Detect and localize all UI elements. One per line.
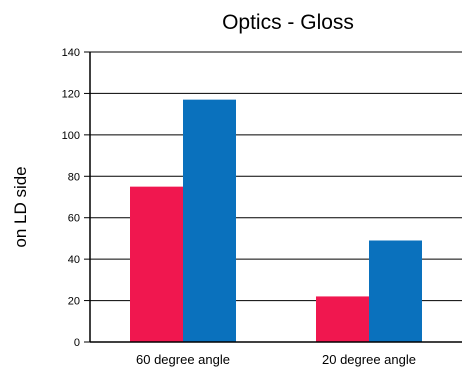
y-axis-label: on LD side [11, 166, 30, 247]
y-tick-label: 100 [62, 130, 80, 142]
bar [130, 186, 183, 342]
y-tick-label: 40 [68, 254, 80, 266]
y-tick-label: 120 [62, 88, 80, 100]
x-axis-categories: 60 degree angle 20 degree angle [136, 352, 416, 367]
y-tick-label: 140 [62, 47, 80, 59]
y-tick-label: 60 [68, 213, 80, 225]
y-tick-label: 20 [68, 296, 80, 308]
chart-title: Optics - Gloss [222, 11, 354, 34]
y-tick-label: 0 [74, 337, 80, 349]
y-tick-label: 80 [68, 171, 80, 183]
bar [369, 240, 422, 342]
x-tick-label: 20 degree angle [322, 352, 416, 367]
bar [316, 296, 369, 342]
y-axis-ticks: 0 20 40 60 80 100 120 140 [62, 47, 90, 349]
axes [89, 52, 462, 343]
bars [130, 99, 422, 343]
x-tick-label: 60 degree angle [136, 352, 230, 367]
bar [183, 99, 236, 343]
